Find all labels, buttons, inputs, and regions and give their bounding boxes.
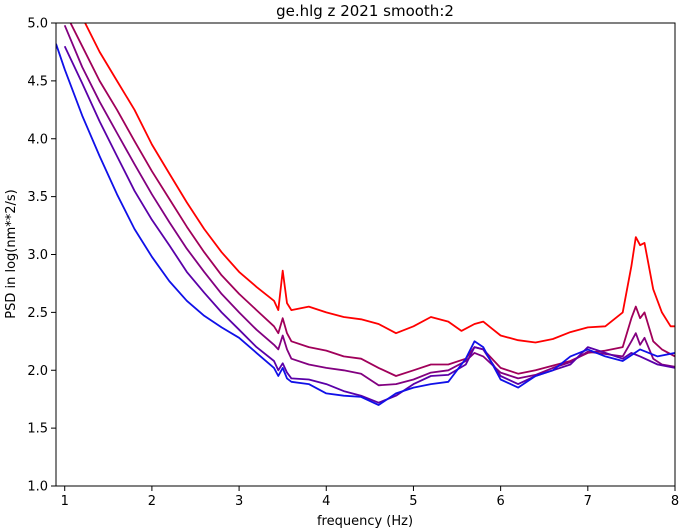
y-tick-label: 1.5 — [27, 422, 48, 437]
chart-title: ge.hlg z 2021 smooth:2 — [276, 2, 454, 20]
y-tick-label: 4.0 — [27, 132, 48, 147]
y-tick-label: 2.5 — [27, 306, 48, 321]
x-tick-label: 2 — [148, 494, 156, 509]
series-line-5 — [56, 43, 675, 406]
x-tick-label: 1 — [61, 494, 69, 509]
y-tick-label: 5.0 — [27, 17, 48, 32]
series-line-4 — [63, 45, 675, 404]
x-tick-label: 7 — [584, 494, 592, 509]
series-line-1 — [84, 23, 675, 344]
series-layer — [56, 23, 675, 406]
y-axis-label: PSD in log(nm**2/s) — [4, 189, 19, 319]
y-tick-label: 3.5 — [27, 190, 48, 205]
x-tick-label: 6 — [496, 494, 504, 509]
x-axis-label: frequency (Hz) — [317, 514, 413, 529]
x-tick-label: 5 — [409, 494, 417, 509]
y-axis-ticks: 1.0 1.5 2.0 2.5 3.0 3.5 4.0 4.5 5.0 — [27, 17, 56, 495]
plot-frame — [55, 22, 676, 487]
y-tick-label: 1.0 — [27, 480, 48, 495]
y-tick-label: 3.0 — [27, 248, 48, 263]
x-tick-label: 4 — [322, 494, 330, 509]
x-axis-ticks: 1 2 3 4 5 6 7 8 — [61, 486, 679, 509]
series-line-3 — [63, 24, 675, 387]
x-tick-label: 3 — [235, 494, 243, 509]
y-tick-label: 4.5 — [27, 74, 48, 89]
y-tick-label: 2.0 — [27, 364, 48, 379]
x-tick-label: 8 — [671, 494, 679, 509]
series-line-2 — [69, 23, 675, 377]
